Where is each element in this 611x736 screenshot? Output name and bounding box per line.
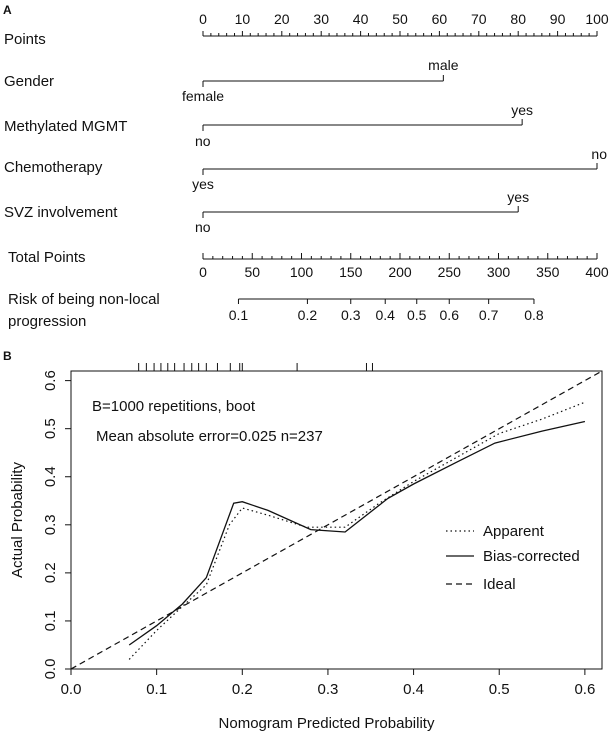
variable-level-label: no bbox=[195, 219, 211, 235]
y-tick-label: 0.3 bbox=[42, 514, 59, 535]
points-tick-label: 30 bbox=[313, 11, 329, 27]
risk-tick-label: 0.5 bbox=[407, 307, 427, 323]
legend-label: Apparent bbox=[483, 523, 545, 540]
total-points-tick-label: 300 bbox=[487, 264, 511, 280]
panel-a-label: A bbox=[3, 3, 12, 17]
y-tick-label: 0.5 bbox=[42, 418, 59, 439]
variable-name: Gender bbox=[4, 73, 54, 90]
points-tick-label: 20 bbox=[274, 11, 290, 27]
x-tick-label: 0.2 bbox=[232, 681, 253, 698]
x-tick-label: 0.3 bbox=[318, 681, 339, 698]
risk-tick-label: 0.6 bbox=[440, 307, 460, 323]
total-points-tick-label: 250 bbox=[438, 264, 462, 280]
total-points-tick-label: 100 bbox=[290, 264, 314, 280]
points-tick-label: 60 bbox=[432, 11, 448, 27]
total-points-axis-label: Total Points bbox=[8, 249, 86, 266]
plot-frame bbox=[70, 370, 603, 670]
points-tick-label: 80 bbox=[510, 11, 526, 27]
points-tick-label: 0 bbox=[199, 11, 207, 27]
x-tick-label: 0.1 bbox=[146, 681, 167, 698]
x-axis-title: Nomogram Predicted Probability bbox=[219, 715, 435, 732]
series-bias-corrected bbox=[128, 420, 586, 646]
y-tick-label: 0.0 bbox=[42, 659, 59, 680]
variable-level-label: yes bbox=[511, 102, 533, 118]
variable-level-label: yes bbox=[192, 176, 214, 192]
y-axis-title: Actual Probability bbox=[9, 462, 26, 578]
total-points-tick-label: 0 bbox=[199, 264, 207, 280]
variable-level-label: no bbox=[195, 133, 211, 149]
variable-level-label: yes bbox=[507, 189, 529, 205]
points-tick-label: 40 bbox=[353, 11, 369, 27]
variable-level-label: male bbox=[428, 57, 459, 73]
points-tick-label: 90 bbox=[550, 11, 566, 27]
annotation-line2: Mean absolute error=0.025 n=237 bbox=[96, 428, 323, 445]
risk-tick-label: 0.1 bbox=[229, 307, 249, 323]
points-tick-label: 70 bbox=[471, 11, 487, 27]
x-tick-label: 0.6 bbox=[574, 681, 595, 698]
calibration-plot: 0.0 0.1 0.2 0.3 0.4 0.5 0.6 0.0 0.1 0.2 0.3 0.4 0.5 0… bbox=[9, 363, 603, 732]
variable-level-label: no bbox=[591, 146, 607, 162]
risk-tick-label: 0.3 bbox=[341, 307, 361, 323]
series-apparent bbox=[128, 401, 586, 660]
variable-name: Chemotherapy bbox=[4, 159, 103, 176]
points-tick-label: 100 bbox=[585, 11, 609, 27]
total-points-tick-label: 200 bbox=[388, 264, 412, 280]
x-tick-label: 0.5 bbox=[489, 681, 510, 698]
risk-axis-label-line2: progression bbox=[8, 313, 86, 330]
points-tick-label: 10 bbox=[235, 11, 251, 27]
y-tick-label: 0.6 bbox=[42, 370, 59, 391]
risk-tick-label: 0.8 bbox=[524, 307, 544, 323]
risk-tick-label: 0.7 bbox=[479, 307, 499, 323]
y-tick-label: 0.1 bbox=[42, 611, 59, 632]
variable-name: Methylated MGMT bbox=[4, 118, 127, 135]
y-tick-label: 0.2 bbox=[42, 562, 59, 583]
nomogram: 0 10 20 30 40 50 60 70 80 90 100 Gender female male Me… bbox=[4, 11, 609, 323]
x-tick-label: 0.4 bbox=[403, 681, 424, 698]
points-axis-label: Points bbox=[4, 31, 46, 48]
total-points-tick-label: 50 bbox=[244, 264, 260, 280]
legend-label: Ideal bbox=[483, 576, 516, 593]
total-points-tick-label: 400 bbox=[585, 264, 609, 280]
points-tick-label: 50 bbox=[392, 11, 408, 27]
risk-axis-label-line1: Risk of being non-local bbox=[8, 291, 160, 308]
risk-tick-label: 0.2 bbox=[298, 307, 318, 323]
series-ideal bbox=[71, 371, 602, 669]
annotation-line1: B=1000 repetitions, boot bbox=[92, 398, 256, 415]
total-points-tick-label: 350 bbox=[536, 264, 560, 280]
total-points-tick-label: 150 bbox=[339, 264, 363, 280]
variable-level-label: female bbox=[182, 88, 224, 104]
y-tick-label: 0.4 bbox=[42, 466, 59, 487]
panel-b-label: B bbox=[3, 349, 12, 363]
x-tick-label: 0.0 bbox=[61, 681, 82, 698]
legend-label: Bias-corrected bbox=[483, 548, 580, 565]
risk-tick-label: 0.4 bbox=[375, 307, 395, 323]
variable-name: SVZ involvement bbox=[4, 204, 118, 221]
